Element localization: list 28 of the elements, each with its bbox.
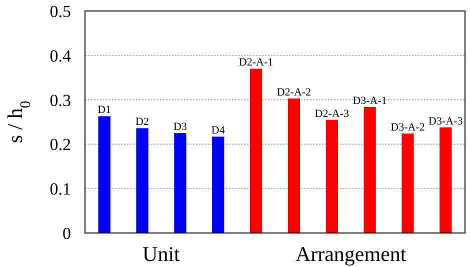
y-tick-label: 0: [62, 224, 71, 243]
bar: [212, 136, 224, 233]
bar: [136, 128, 148, 233]
x-tick-label: D3-A-3: [428, 115, 464, 128]
bar: [98, 116, 110, 233]
y-tick-label: 0.5: [50, 2, 71, 21]
bar: [174, 133, 186, 233]
x-tick-label: D3: [173, 121, 188, 134]
x-tick-label: D1: [98, 104, 112, 116]
series-label: Unit: [142, 242, 180, 266]
x-tick-label: D2: [136, 116, 149, 128]
bar: [402, 134, 414, 233]
bar: [326, 120, 338, 233]
x-tick-label: D4: [211, 124, 226, 137]
series-label: Arrangement: [295, 242, 406, 266]
x-tick-label: D2-A-3: [314, 108, 350, 120]
y-tick-label: 0.4: [50, 46, 72, 66]
x-tick-label: D3-A-2: [390, 122, 425, 134]
bar: [364, 106, 376, 233]
y-tick-label: 0.1: [50, 180, 71, 199]
bar: [440, 127, 452, 233]
x-tick-label: D2-A-1: [238, 56, 274, 69]
bar: [288, 98, 300, 233]
x-tick-label: D3-A-1: [352, 94, 387, 107]
y-tick-label: 0.2: [50, 135, 71, 154]
y-tick-label: 0.3: [50, 90, 71, 110]
x-tick-label: D2-A-2: [276, 86, 312, 98]
bar: [250, 68, 262, 233]
